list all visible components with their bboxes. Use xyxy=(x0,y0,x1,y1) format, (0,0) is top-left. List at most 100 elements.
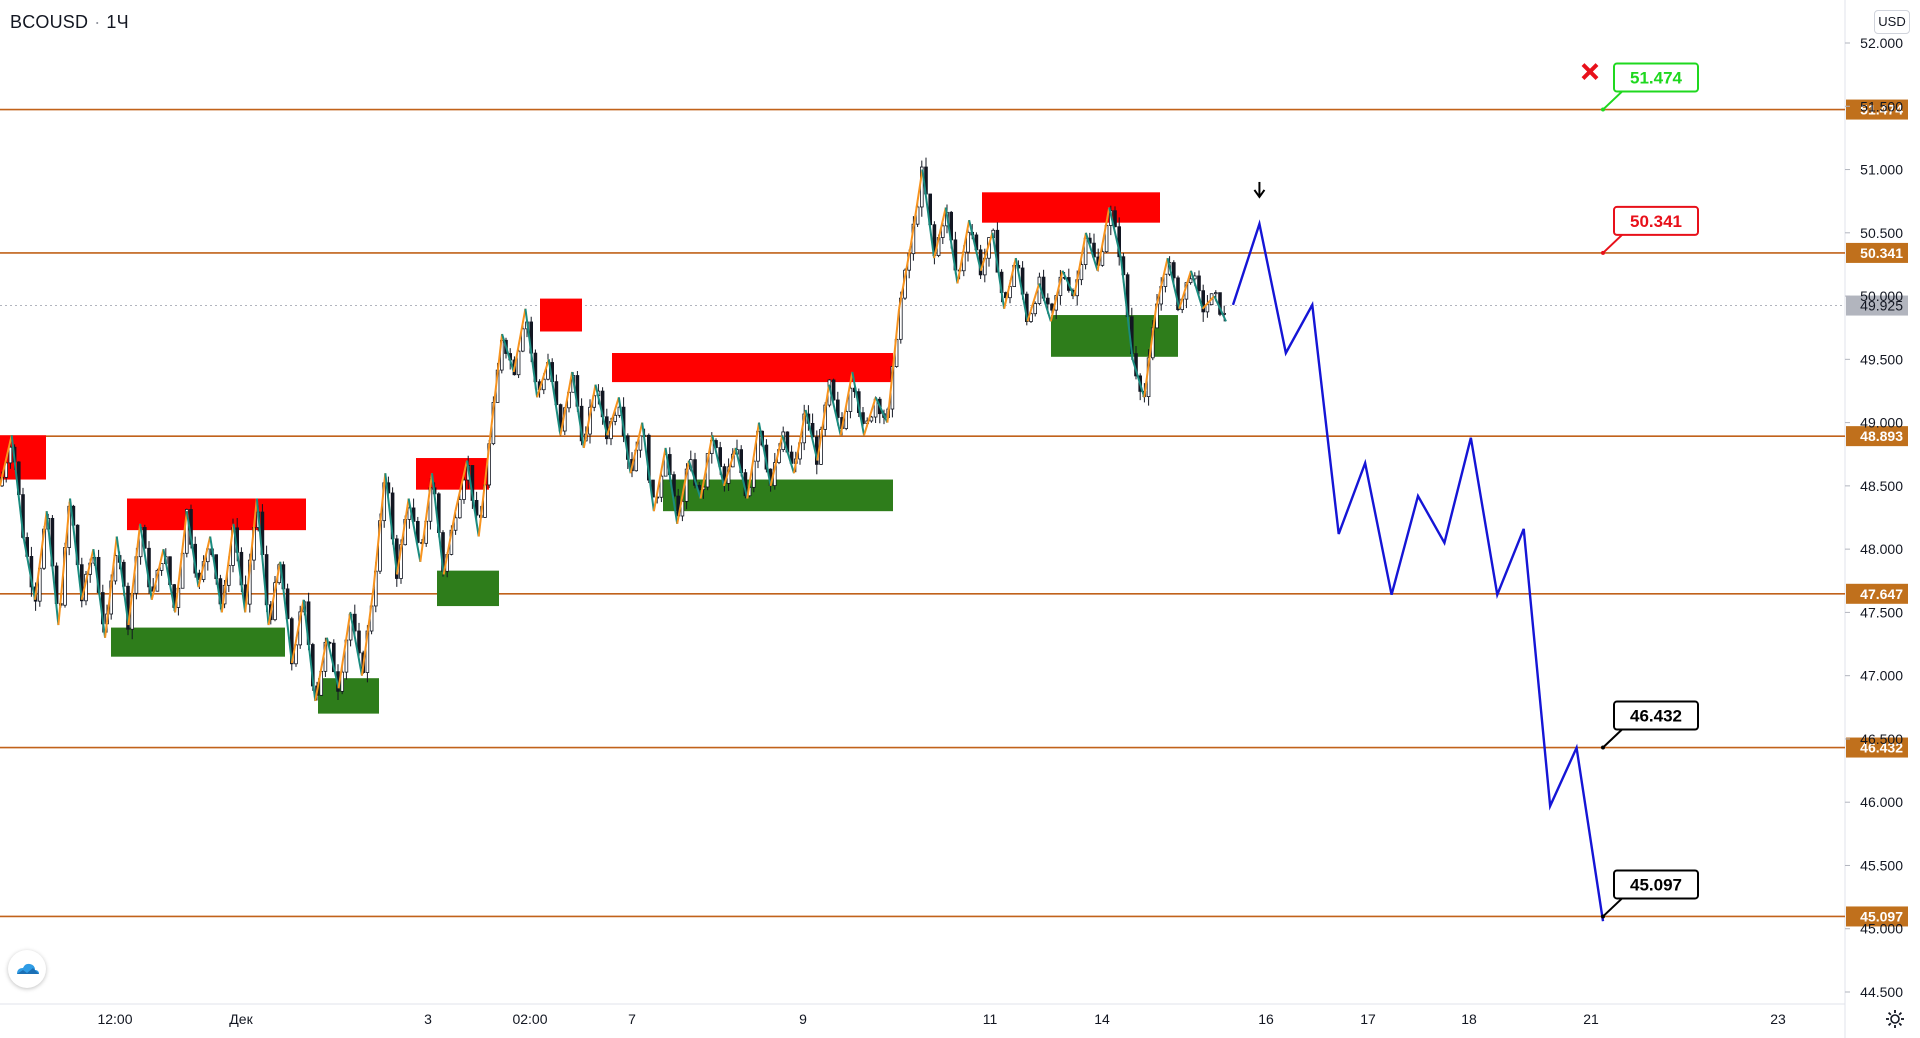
down-arrow-head-icon xyxy=(1253,189,1266,199)
zigzag-up-leg xyxy=(360,586,375,676)
zigzag-down-leg xyxy=(687,460,702,499)
supply-demand-zones xyxy=(0,192,1178,714)
zigzag-up-leg xyxy=(290,599,305,664)
zigzag-up-leg xyxy=(1143,308,1157,398)
zigzag-down-leg xyxy=(1108,207,1122,259)
zigzag-up-leg xyxy=(477,435,492,537)
candle-body xyxy=(966,231,970,253)
callout-anchor xyxy=(1601,745,1605,750)
x-tick-label: 14 xyxy=(1094,1011,1110,1027)
zigzag-down-leg xyxy=(617,397,632,474)
callout-box xyxy=(1613,205,1699,236)
zigzag-down-leg xyxy=(279,561,293,664)
y-tick-label: 47.500 xyxy=(1860,604,1903,620)
demand-zone xyxy=(318,678,379,714)
candle-body xyxy=(1214,292,1218,295)
zigzag-up-leg xyxy=(1026,283,1041,322)
x-tick-label: 18 xyxy=(1461,1011,1477,1027)
zigzag-down-leg xyxy=(139,523,153,600)
supply-zone xyxy=(540,298,582,332)
callout-anchor xyxy=(1601,107,1605,112)
time-axis[interactable]: 12:00 Дек 3 02:00 7 9 11 14 16 17 18 21 23 xyxy=(97,1011,1786,1027)
y-tick-label: 45.500 xyxy=(1860,857,1903,873)
zigzag-up-leg xyxy=(104,536,118,638)
interval-label[interactable]: 1Ч xyxy=(106,12,129,32)
symbol-title[interactable]: BCOUSD · 1Ч xyxy=(10,12,129,33)
zigzag-down-leg xyxy=(641,422,655,512)
y-tick-label: 47.000 xyxy=(1860,668,1903,684)
candle-body xyxy=(521,328,525,352)
zigzag-up-leg xyxy=(863,396,877,436)
zigzag-down-leg xyxy=(431,473,445,575)
zigzag-down-leg xyxy=(115,536,130,626)
forecast-line xyxy=(1231,219,1605,922)
zigzag-down-leg xyxy=(874,396,889,424)
zigzag-down-leg xyxy=(921,169,936,259)
candle-body xyxy=(357,630,361,654)
zigzag-down-leg xyxy=(407,498,422,562)
zigzag-down-leg xyxy=(1038,283,1052,322)
zigzag-up-leg xyxy=(0,435,13,487)
candle-body xyxy=(836,399,840,418)
x-tick-label: 21 xyxy=(1583,1011,1599,1027)
horizontal-levels: 51.474 50.341 48.893 47.647 46.432 45.097 49.9… xyxy=(0,99,1908,927)
zigzag-up-leg xyxy=(267,561,282,626)
zigzag-down-leg xyxy=(757,422,772,487)
zigzag-down-leg xyxy=(232,523,247,613)
candle-body xyxy=(1046,297,1050,305)
zigzag-down-leg xyxy=(547,359,562,436)
demand-zone xyxy=(437,570,499,607)
gear-icon[interactable] xyxy=(1884,1008,1906,1030)
zigzag-down-leg xyxy=(968,219,982,271)
candle-body xyxy=(613,414,617,422)
level-price-tag xyxy=(1846,242,1908,263)
x-tick-label: 9 xyxy=(799,1011,807,1027)
callout-label: 45.097 xyxy=(1630,875,1682,894)
tradingview-logo-icon[interactable] xyxy=(8,950,46,988)
demand-zone xyxy=(663,479,893,512)
y-tick-label: 50.000 xyxy=(1860,288,1903,304)
zigzag-up-leg xyxy=(676,460,690,525)
level-price-text: 50.341 xyxy=(1860,245,1903,261)
x-tick-label: 23 xyxy=(1770,1011,1786,1027)
zigzag-down-leg xyxy=(209,536,223,613)
zigzag-up-leg xyxy=(337,612,352,689)
zigzag-down-leg xyxy=(734,447,749,499)
candle-body xyxy=(1201,290,1206,313)
zigzag-up-leg xyxy=(244,498,258,613)
currency-button[interactable]: USD xyxy=(1874,10,1910,34)
level-price-text: 47.647 xyxy=(1860,586,1903,602)
cancel-x-icon xyxy=(1581,63,1599,80)
zigzag-down-leg xyxy=(804,409,819,461)
y-tick-label: 52.000 xyxy=(1860,35,1903,51)
title-separator: · xyxy=(94,12,101,32)
zigzag-up-leg xyxy=(1154,257,1169,309)
zigzag-up-leg xyxy=(454,460,469,512)
zigzag-down-leg xyxy=(1166,257,1181,309)
callout-pointer xyxy=(1602,897,1623,918)
zigzag-down-leg xyxy=(944,207,959,284)
candle-body xyxy=(831,379,836,401)
zigzag-up-leg xyxy=(174,511,188,613)
zigzag-down-leg xyxy=(10,435,25,537)
candle-body xyxy=(1197,275,1201,292)
zigzag-down-leg xyxy=(571,371,585,449)
zigzag-up-leg xyxy=(839,371,854,436)
candle-body xyxy=(659,475,664,498)
zigzag-up-leg xyxy=(699,435,714,499)
callout-label: 51.474 xyxy=(1630,69,1683,88)
zigzag-down-leg xyxy=(384,473,398,575)
y-tick-label: 49.000 xyxy=(1860,415,1903,431)
zigzag-up-leg xyxy=(898,245,912,309)
zigzag-up-leg xyxy=(629,422,644,474)
candlestick-series xyxy=(0,157,1227,701)
zigzag-up-leg xyxy=(220,523,235,613)
y-tick-label: 49.500 xyxy=(1860,351,1903,367)
x-tick-label: 02:00 xyxy=(512,1011,547,1027)
zigzag-up-leg xyxy=(512,308,527,373)
zigzag-up-leg xyxy=(372,473,387,588)
candle-body xyxy=(415,520,420,543)
price-axis[interactable]: 52.000 51.500 51.000 50.500 50.000 49.500 49.0… xyxy=(1845,35,1903,1000)
y-tick-label: 50.500 xyxy=(1860,225,1903,241)
